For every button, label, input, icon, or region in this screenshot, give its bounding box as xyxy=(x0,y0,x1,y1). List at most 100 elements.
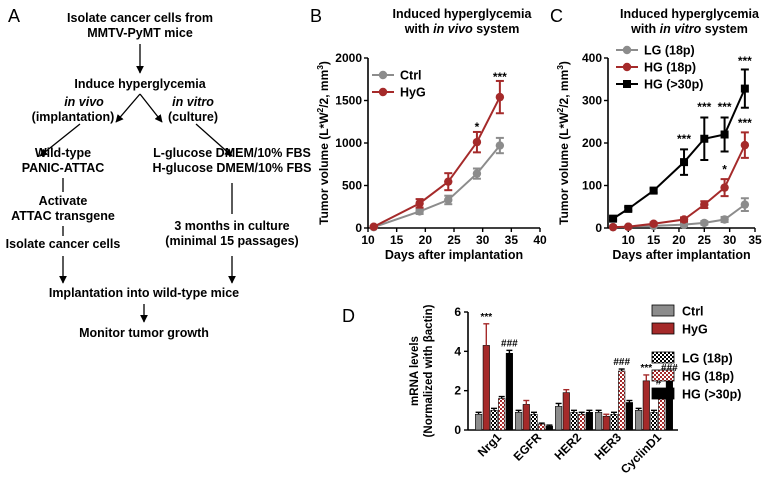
x-axis-label: Days after implantation xyxy=(612,248,750,262)
legend-label: HG (18p) xyxy=(644,61,696,75)
legend-marker xyxy=(378,87,388,97)
chart-title-line: Induced hyperglycemia xyxy=(393,7,533,21)
legend-swatch xyxy=(651,304,675,317)
legend-label: HyG xyxy=(682,323,708,337)
panel-letter-c: C xyxy=(550,6,563,26)
data-point xyxy=(720,130,729,139)
x-tick-label: 25 xyxy=(447,233,461,247)
chart-title-line: with in vitro system xyxy=(630,22,748,36)
legend-marker xyxy=(378,70,388,80)
y-tick-label: 100 xyxy=(582,179,602,193)
bar xyxy=(665,378,673,431)
series-ctrl xyxy=(369,136,505,232)
y-tick-label: 2000 xyxy=(335,51,362,65)
bar xyxy=(562,392,570,431)
flow-culture-line2: (minimal 15 passages) xyxy=(165,234,298,248)
series-line xyxy=(373,144,501,229)
significance-mark: *** xyxy=(493,70,507,84)
flow-wild-type-line1: Wild-type xyxy=(35,146,91,160)
legend-label: HyG xyxy=(400,86,426,100)
flow-arrow xyxy=(115,93,141,123)
flow-isolate-cells: Isolate cancer cells xyxy=(6,237,121,251)
significance-mark: * xyxy=(722,163,727,177)
significance-mark: *** xyxy=(738,116,752,130)
chart-title-line: with in vivo system xyxy=(404,22,520,36)
y-tick-label: 2 xyxy=(454,384,461,398)
y-tick-label: 300 xyxy=(582,94,602,108)
bar xyxy=(650,411,658,431)
x-tick-label: 25 xyxy=(698,233,712,247)
flow-wild-type-line2: PANIC-ATTAC xyxy=(22,161,105,175)
category-label: EGFR xyxy=(511,430,545,464)
flow-step-induce: Induce hyperglycemia xyxy=(74,77,206,91)
series-line xyxy=(373,96,501,228)
legend-label: LG (18p) xyxy=(682,352,733,366)
significance-mark: *** xyxy=(738,54,752,68)
y-axis-label: Tumor volume (L*W2/2, mm3) xyxy=(555,61,571,225)
flow-step-isolate-line2: MMTV-PyMT mice xyxy=(87,26,193,40)
flow-arrow xyxy=(139,93,163,123)
x-tick-label: 30 xyxy=(476,233,490,247)
bar xyxy=(610,413,618,431)
flow-arrow xyxy=(195,123,233,157)
legend-marker xyxy=(622,45,632,55)
data-point xyxy=(415,207,424,216)
flow-in-vivo-sub: (implantation) xyxy=(32,110,115,124)
bar xyxy=(555,406,563,431)
bar xyxy=(642,380,650,431)
y-tick-label: 500 xyxy=(342,179,362,193)
bar xyxy=(490,410,498,431)
bar xyxy=(545,425,553,431)
bar xyxy=(538,423,546,431)
bar xyxy=(602,415,610,431)
data-point xyxy=(415,199,424,208)
data-point xyxy=(609,214,618,223)
flow-step-isolate-line1: Isolate cancer cells from xyxy=(67,11,213,25)
bar xyxy=(515,411,523,431)
data-point xyxy=(700,200,709,209)
data-point xyxy=(624,204,633,213)
category-label: CyclinD1 xyxy=(618,430,664,476)
significance-mark: * xyxy=(475,120,480,134)
data-point xyxy=(495,92,505,102)
y-tick-label: 200 xyxy=(582,136,602,150)
y-tick-label: 1500 xyxy=(335,94,362,108)
legend-marker xyxy=(623,80,631,88)
category-label: HER2 xyxy=(552,430,585,463)
data-point xyxy=(740,200,750,209)
flow-activate-line1: Activate xyxy=(39,194,88,208)
bar xyxy=(498,398,506,431)
flow-implant: Implantation into wild-type mice xyxy=(49,286,239,300)
legend-label: HG (>30p) xyxy=(644,78,703,92)
legend-label: LG (18p) xyxy=(644,44,695,58)
bar xyxy=(522,404,530,431)
flow-arrow xyxy=(39,123,81,157)
panel-a-flowchart: A Isolate cancer cells from MMTV-PyMT mi… xyxy=(6,6,312,340)
bar xyxy=(618,370,626,431)
flow-in-vivo: in vivo xyxy=(64,95,104,109)
x-tick-label: 15 xyxy=(647,233,661,247)
significance-mark: *** xyxy=(640,363,652,374)
significance-mark: # xyxy=(656,377,662,388)
series-hg-18p- xyxy=(608,131,750,232)
flow-in-vitro: in vitro xyxy=(172,95,214,109)
significance-mark: *** xyxy=(677,132,691,146)
data-point xyxy=(649,219,658,228)
legend-swatch xyxy=(651,387,675,400)
data-point xyxy=(624,222,633,231)
y-tick-label: 1000 xyxy=(335,136,362,150)
data-point xyxy=(369,222,378,231)
legend-swatch xyxy=(651,351,675,364)
data-point xyxy=(680,158,689,167)
panel-letter-a: A xyxy=(8,6,20,26)
bar xyxy=(530,413,538,431)
x-tick-label: 40 xyxy=(533,233,547,247)
legend-label: Ctrl xyxy=(682,305,704,319)
bar xyxy=(585,411,593,431)
x-axis-label: Days after implantation xyxy=(385,248,523,262)
category-label: HER3 xyxy=(592,430,625,463)
bar xyxy=(595,411,603,431)
